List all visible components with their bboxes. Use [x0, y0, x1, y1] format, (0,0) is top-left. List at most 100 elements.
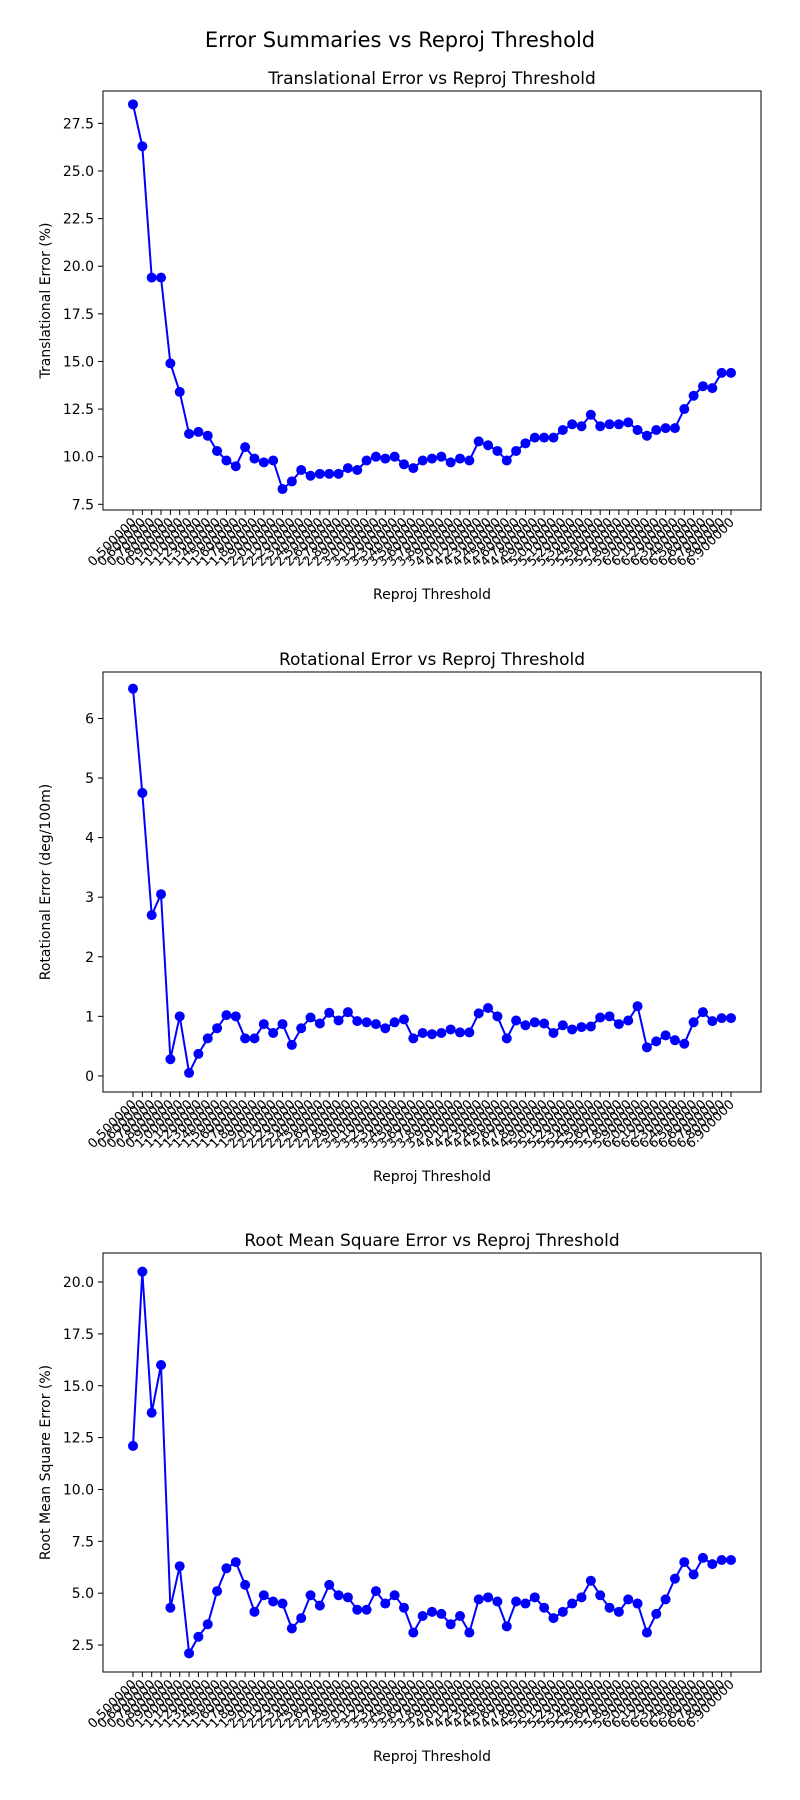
- data-point: [380, 453, 391, 464]
- data-point: [427, 1606, 437, 1617]
- data-point: [137, 1266, 148, 1277]
- data-point: [688, 1017, 699, 1028]
- data-point: [623, 1594, 634, 1605]
- y-tick-label: 20.0: [63, 259, 94, 275]
- data-point: [398, 1602, 409, 1613]
- data-point: [473, 1008, 484, 1019]
- data-point: [361, 455, 372, 466]
- data-point: [165, 358, 176, 369]
- plot-area-frame: [102, 671, 762, 1093]
- data-point: [184, 1067, 195, 1078]
- data-point: [352, 1604, 363, 1615]
- data-point: [716, 1554, 727, 1565]
- data-point: [548, 1028, 559, 1039]
- y-tick-label: 6: [85, 711, 94, 727]
- data-point: [128, 99, 138, 110]
- data-point: [539, 432, 550, 443]
- data-point: [455, 1610, 466, 1621]
- data-point: [660, 423, 671, 434]
- y-tick-label: 0: [85, 1069, 94, 1085]
- y-tick-label: 17.5: [63, 1327, 94, 1343]
- data-point: [539, 1602, 550, 1613]
- data-point: [286, 1039, 297, 1050]
- data-point: [146, 1407, 157, 1418]
- data-point: [613, 1019, 624, 1030]
- data-point: [697, 381, 708, 392]
- data-point: [632, 1598, 643, 1609]
- data-point: [193, 1048, 204, 1059]
- y-tick-label: 4: [85, 831, 94, 847]
- data-point: [726, 1013, 736, 1024]
- data-point: [324, 1007, 335, 1018]
- data-point: [174, 1011, 185, 1022]
- data-point: [529, 432, 540, 443]
- y-tick-label: 15.0: [63, 1379, 94, 1395]
- data-point: [604, 1011, 615, 1022]
- data-point: [464, 1027, 475, 1038]
- data-point: [184, 428, 195, 439]
- data-point: [511, 1596, 522, 1607]
- data-point: [165, 1054, 176, 1065]
- data-point: [455, 453, 466, 464]
- data-point: [258, 457, 269, 468]
- data-point: [529, 1592, 540, 1603]
- data-point: [613, 419, 624, 430]
- data-point: [156, 889, 167, 900]
- data-point: [240, 1579, 251, 1590]
- data-point: [576, 1592, 587, 1603]
- data-point: [660, 1594, 671, 1605]
- y-tick-label: 25.0: [63, 164, 94, 180]
- data-point: [641, 1042, 652, 1053]
- data-point: [230, 1011, 241, 1022]
- data-point: [483, 440, 494, 451]
- chart-panel-1: Translational Error vs Reproj Threshold 7…: [38, 69, 762, 603]
- data-point: [296, 1023, 307, 1034]
- data-point: [604, 1602, 615, 1613]
- data-point: [539, 1018, 550, 1029]
- data-point: [174, 386, 185, 397]
- data-point: [613, 1606, 624, 1617]
- y-tick-label: 12.5: [63, 402, 94, 418]
- data-point: [286, 476, 297, 487]
- data-point: [230, 1557, 241, 1568]
- chart-title: Root Mean Square Error vs Reproj Thresho…: [244, 1231, 619, 1251]
- data-point: [398, 459, 409, 470]
- data-point: [464, 455, 475, 466]
- data-point: [174, 1561, 185, 1572]
- data-point: [567, 1024, 578, 1035]
- data-point: [473, 1594, 484, 1605]
- data-point: [520, 438, 531, 449]
- data-point: [240, 442, 251, 453]
- data-point: [258, 1590, 269, 1601]
- data-point: [342, 463, 353, 474]
- chart-title: Translational Error vs Reproj Threshold: [267, 69, 596, 89]
- data-point: [380, 1023, 391, 1034]
- y-tick-label: 12.5: [63, 1431, 94, 1447]
- data-point: [623, 417, 634, 428]
- data-point: [212, 1586, 223, 1597]
- data-point: [137, 787, 148, 798]
- y-tick-label: 7.5: [72, 497, 94, 513]
- data-point: [202, 1033, 213, 1044]
- data-point: [202, 1619, 213, 1630]
- data-point: [193, 426, 204, 437]
- data-point: [380, 1598, 391, 1609]
- y-tick-label: 2: [85, 950, 94, 966]
- data-point: [417, 1610, 428, 1621]
- data-point: [230, 461, 241, 472]
- data-point: [249, 1606, 260, 1617]
- data-point: [249, 1033, 260, 1044]
- y-axis-label: Root Mean Square Error (%): [38, 1365, 54, 1560]
- series-line: [132, 1271, 731, 1657]
- data-point: [716, 367, 727, 378]
- data-point: [445, 1024, 456, 1035]
- data-point: [548, 432, 559, 443]
- data-point: [314, 1018, 325, 1029]
- data-point: [651, 1608, 662, 1619]
- data-point: [128, 1440, 138, 1451]
- data-point: [146, 910, 157, 921]
- data-point: [688, 1569, 699, 1580]
- data-point: [669, 423, 680, 434]
- data-point: [370, 1586, 381, 1597]
- data-point: [268, 1028, 279, 1039]
